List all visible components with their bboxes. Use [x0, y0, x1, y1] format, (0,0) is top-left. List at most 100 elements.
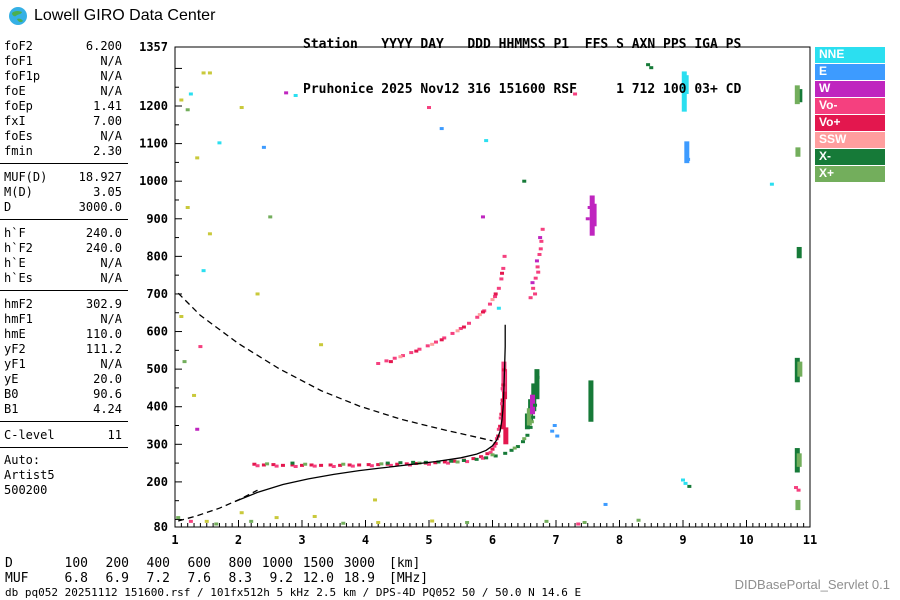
param-D: D 3000.0 [0, 200, 128, 215]
svg-text:1000: 1000 [139, 174, 168, 188]
muf-value: 12.0 [302, 571, 334, 586]
muf-value: 8.3 [228, 571, 252, 586]
svg-text:300: 300 [146, 437, 168, 451]
param-value: N/A [100, 54, 122, 68]
param-value: 4.24 [93, 402, 122, 416]
svg-text:7: 7 [552, 533, 559, 547]
station-header-values: Pruhonice 2025 Nov12 316 151600 RSF 1 71… [303, 82, 742, 97]
globe-icon [9, 7, 27, 25]
param-value: 110.0 [85, 327, 122, 341]
muf-value: 9.2 [269, 571, 293, 586]
param-hmE: hmE 110.0 [0, 327, 128, 342]
param-value: N/A [100, 84, 122, 98]
d-unit: [km] [389, 556, 421, 571]
param-hmF2: hmF2 302.9 [0, 297, 128, 312]
lowell-giro-logo[interactable]: Lowell GIRO Data Center [8, 6, 215, 26]
logo-text: Lowell GIRO Data Center [34, 7, 216, 24]
d-value: 600 [187, 556, 211, 571]
param-label: B0 [4, 387, 19, 401]
svg-text:4: 4 [362, 533, 369, 547]
param-value: N/A [100, 357, 122, 371]
svg-text:900: 900 [146, 212, 168, 226]
svg-text:400: 400 [146, 400, 168, 414]
param-label: yF1 [4, 357, 26, 371]
muf-value: 7.2 [146, 571, 170, 586]
param-label: foE [4, 84, 26, 98]
param-group: C-level 11 [0, 427, 128, 448]
legend-Vo+: Vo+ [815, 115, 885, 131]
param-label: foF1p [4, 69, 41, 83]
autoscaler-line: Artist5 [4, 468, 55, 482]
svg-text:80: 80 [154, 520, 168, 534]
svg-text:6: 6 [489, 533, 496, 547]
d-value: 1500 [302, 556, 334, 571]
param-foF1: foF1 N/A [0, 54, 128, 69]
param-label: yE [4, 372, 19, 386]
muf-value: 6.8 [64, 571, 88, 586]
param-label: hmF2 [4, 297, 33, 311]
param-value: 6.200 [85, 39, 122, 53]
d-value: 200 [105, 556, 129, 571]
param-label: D [4, 200, 12, 214]
param-B0: B0 90.6 [0, 387, 128, 402]
parameter-panel: foF2 6.200 foF1 N/A foF1p N/A foE N/A foEp 1.41 fx… [0, 38, 128, 498]
param-label: hmF1 [4, 312, 33, 326]
param-group: h`F 240.0 h`F2 240.0 h`E N/A h`Es N/A [0, 225, 128, 291]
param-foEs: foEs N/A [0, 129, 128, 144]
muf-value: 6.9 [105, 571, 129, 586]
legend-NNE: NNE [815, 47, 885, 63]
param-label: fmin [4, 144, 33, 158]
param-label: hmE [4, 327, 26, 341]
autoscaler-line: 500200 [4, 483, 48, 497]
param-value: 7.00 [93, 114, 122, 128]
svg-text:1: 1 [171, 533, 178, 547]
param-value: N/A [100, 69, 122, 83]
param-group: foF2 6.200 foF1 N/A foF1p N/A foE N/A foEp 1.41 fx… [0, 38, 128, 164]
legend-E: E [815, 64, 885, 80]
svg-text:2: 2 [235, 533, 242, 547]
param-yF2: yF2 111.2 [0, 342, 128, 357]
svg-text:3: 3 [298, 533, 305, 547]
param-label: C-level [4, 428, 55, 442]
svg-text:1357: 1357 [139, 40, 168, 54]
muf-row: MUF 6.8 6.9 7.2 7.6 8.3 9.2 12.0 18.9 [M… [5, 571, 428, 586]
param-label: MUF(D) [4, 170, 48, 184]
station-header-labels: Station YYYY DAY DDD HHMMSS P1 FFS S AXN… [303, 37, 742, 52]
param-B1: B1 4.24 [0, 402, 128, 417]
d-value: 800 [228, 556, 252, 571]
param-fxI: fxI 7.00 [0, 114, 128, 129]
muf-unit: [MHz] [389, 571, 429, 586]
svg-text:200: 200 [146, 475, 168, 489]
param-label: h`F2 [4, 241, 33, 255]
svg-text:5: 5 [425, 533, 432, 547]
param-value: 3000.0 [78, 200, 122, 214]
param-foF2: foF2 6.200 [0, 39, 128, 54]
param-value: N/A [100, 129, 122, 143]
param-foE: foE N/A [0, 84, 128, 99]
param-value: N/A [100, 256, 122, 270]
param-value: N/A [100, 271, 122, 285]
param-C-level: C-level 11 [0, 428, 128, 443]
param-label: foF1 [4, 54, 33, 68]
param-M(D): M(D) 3.05 [0, 185, 128, 200]
param-yF1: yF1 N/A [0, 357, 128, 372]
param-label: h`Es [4, 271, 33, 285]
param-foEp: foEp 1.41 [0, 99, 128, 114]
servlet-version: DIDBasePortal_Servlet 0.1 [734, 577, 890, 592]
param-label: yF2 [4, 342, 26, 356]
autoscaler-line: Auto: [4, 453, 41, 467]
svg-text:600: 600 [146, 325, 168, 339]
param-group: hmF2 302.9 hmF1 N/A hmE 110.0 yF2 111.2 yF1 N/A yE… [0, 296, 128, 422]
param-value: 3.05 [93, 185, 122, 199]
svg-text:8: 8 [616, 533, 623, 547]
param-h`Es: h`Es N/A [0, 271, 128, 286]
svg-text:1200: 1200 [139, 99, 168, 113]
param-label: B1 [4, 402, 19, 416]
param-label: h`F [4, 226, 26, 240]
svg-text:1100: 1100 [139, 137, 168, 151]
station-header: Station YYYY DAY DDD HHMMSS P1 FFS S AXN… [303, 7, 741, 127]
param-h`F2: h`F2 240.0 [0, 241, 128, 256]
param-value: 1.41 [93, 99, 122, 113]
